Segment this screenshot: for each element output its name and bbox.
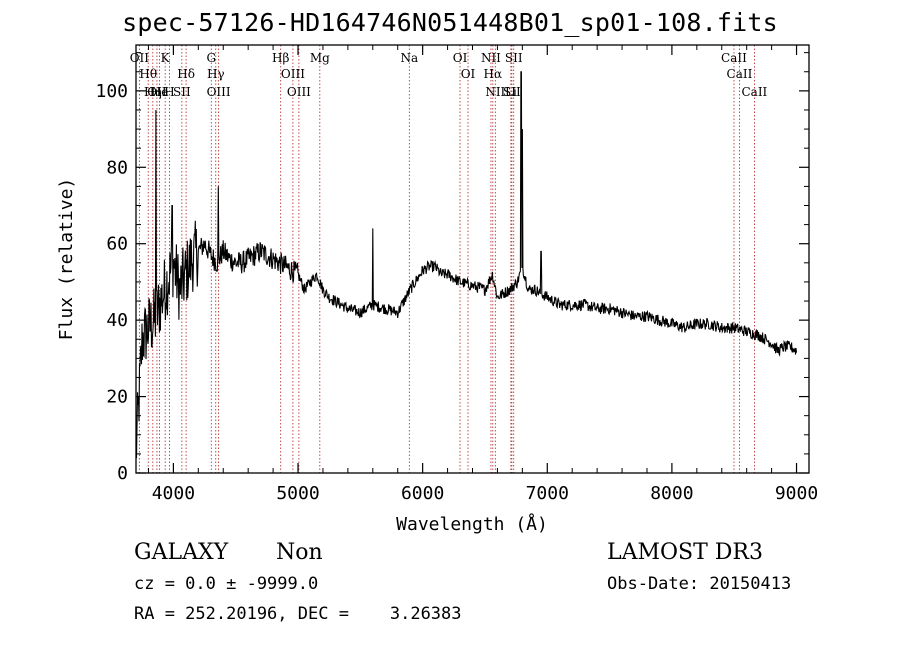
redshift-info: cz = 0.0 ± -9999.0 — [134, 574, 319, 594]
x-tick-label: 4000 — [152, 483, 195, 504]
line-marker-label: Hη — [144, 85, 162, 99]
line-marker-label: Hγ — [207, 67, 225, 81]
class-label: GALAXY — [134, 540, 229, 565]
line-marker-label: K — [161, 51, 171, 65]
line-marker-label: NII — [485, 85, 505, 99]
line-marker-label: CaII — [721, 51, 747, 65]
line-marker-label: Hα — [484, 67, 503, 81]
line-marker-label: SII — [173, 85, 191, 99]
line-marker-label: OIII — [287, 85, 311, 99]
line-id-markers — [138, 45, 755, 473]
line-marker-label: Hδ — [177, 67, 195, 81]
obs-date: Obs-Date: 20150413 — [607, 574, 792, 594]
line-marker-label: CaII — [741, 85, 767, 99]
line-marker-label: OII — [130, 51, 150, 65]
x-tick-label: 8000 — [650, 483, 693, 504]
survey-label: LAMOST DR3 — [607, 540, 763, 565]
line-marker-label: G — [206, 51, 216, 65]
radec-info: RA = 252.20196, DEC = 3.26383 — [134, 604, 462, 624]
y-tick-label: 100 — [95, 81, 128, 102]
spectrum-line — [135, 71, 798, 459]
line-marker-label: Hβ — [272, 51, 289, 65]
line-marker-label: Mg — [310, 51, 330, 65]
y-tick-label: 80 — [106, 157, 128, 178]
axis-ticks: 4000 5000 6000 7000 8000 9000 0 20 40 60 80 100 — [95, 45, 818, 504]
x-tick-label: 5000 — [276, 483, 319, 504]
line-marker-label: Hθ — [139, 67, 157, 81]
line-marker-label: OI — [453, 51, 468, 65]
y-axis-label: Flux (relative) — [56, 178, 77, 341]
x-tick-label: 9000 — [775, 483, 818, 504]
line-marker-label: Li — [505, 85, 517, 99]
line-marker-label: OI — [461, 67, 476, 81]
plot-frame — [135, 44, 810, 474]
line-marker-label: H — [164, 85, 174, 99]
subclass-label: Non — [276, 540, 323, 565]
line-marker-label: OII — [147, 85, 167, 99]
x-axis-label: Wavelength (Å) — [396, 513, 548, 535]
chart-title: spec-57126-HD164746N051448B01_sp01-108.f… — [122, 8, 778, 37]
x-tick-label: 7000 — [526, 483, 569, 504]
y-tick-label: 20 — [106, 387, 128, 408]
x-tick-label: 6000 — [401, 483, 444, 504]
line-marker-label: NII — [481, 51, 501, 65]
line-marker-label: CaII — [727, 67, 753, 81]
y-tick-label: 60 — [106, 234, 128, 255]
y-tick-label: 0 — [117, 463, 128, 484]
line-marker-label: Na — [400, 51, 418, 65]
line-marker-label: OIII — [207, 85, 231, 99]
y-tick-label: 40 — [106, 310, 128, 331]
line-marker-label: SII — [503, 85, 521, 99]
line-marker-label: OIII — [281, 67, 305, 81]
line-marker-label: He — [151, 85, 169, 99]
line-marker-label: SII — [505, 51, 523, 65]
